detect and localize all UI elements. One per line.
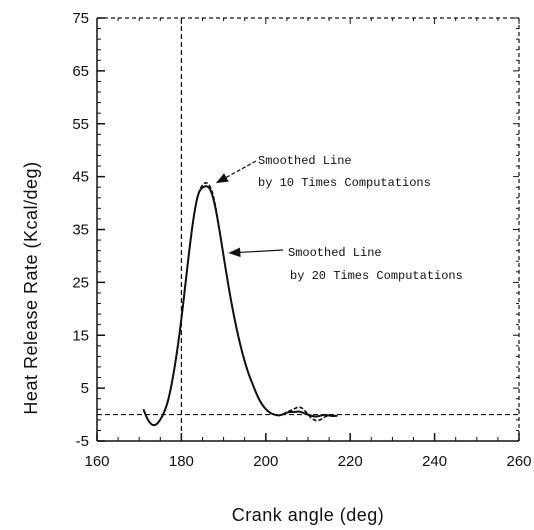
- annotations-layer: Smoothed Line by 10 Times Computations S…: [215, 154, 463, 283]
- reference-lines: [97, 18, 519, 441]
- x-tick-label: 240: [422, 453, 447, 470]
- y-axis-title: Heat Release Rate (Kcal/deg): [21, 161, 41, 414]
- x-tick-label: 160: [84, 453, 109, 470]
- annotation-1-line-2: by 10 Times Computations: [258, 176, 431, 190]
- x-tick-label: 220: [338, 453, 363, 470]
- x-tick-label: 260: [506, 453, 531, 470]
- annotation-2-line-1: Smoothed Line: [288, 246, 382, 260]
- y-tick-label: 55: [72, 116, 89, 133]
- axes-layer: -5 5 15 25 35 45 55 65 75 160 180 200 220 240 260: [72, 10, 531, 470]
- y-tick-label: 65: [72, 63, 89, 80]
- annotation-2-line-2: by 20 Times Computations: [290, 269, 463, 283]
- y-tick-label: 75: [72, 10, 89, 27]
- annotation-1-line-1: Smoothed Line: [258, 154, 352, 168]
- y-tick-label: 5: [81, 380, 89, 397]
- x-axis-title: Crank angle (deg): [232, 505, 385, 525]
- y-tick-label: 45: [72, 169, 89, 186]
- y-tick-label: 25: [72, 274, 89, 291]
- series-line-1: [142, 182, 338, 426]
- x-tick-label: 180: [169, 453, 194, 470]
- annotation-1-arrow: [215, 160, 257, 184]
- series-layer: [142, 182, 338, 427]
- y-tick-label: -5: [76, 433, 89, 450]
- series-line-2: [142, 185, 338, 427]
- y-tick-label: 15: [72, 327, 89, 344]
- annotation-2-arrow: [228, 247, 284, 258]
- y-tick-label: 35: [72, 222, 89, 239]
- x-tick-label: 200: [253, 453, 278, 470]
